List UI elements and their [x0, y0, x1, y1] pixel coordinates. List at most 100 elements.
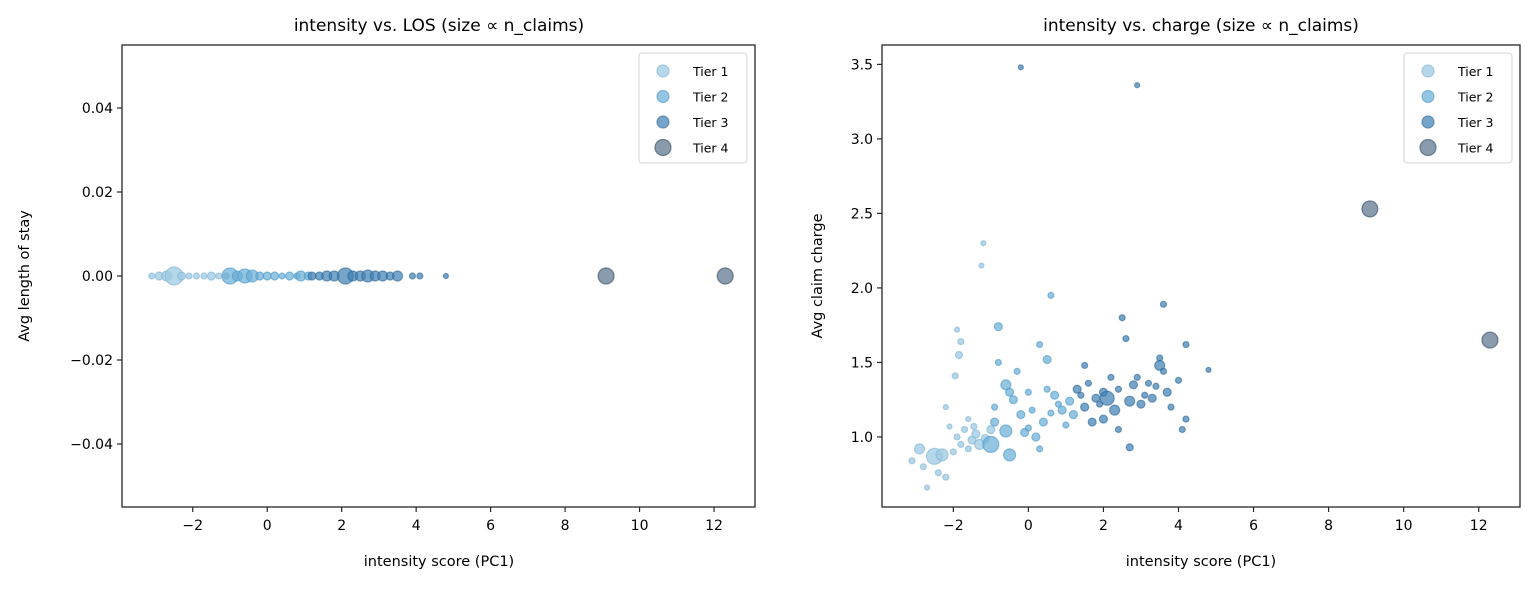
data-point: [1099, 390, 1115, 406]
legend: Tier 1 Tier 2 Tier 3 Tier 4: [638, 52, 748, 164]
data-point: [1134, 82, 1141, 89]
data-point: [982, 435, 1000, 454]
data-point: [1124, 395, 1136, 407]
data-point: [1084, 379, 1093, 387]
data-point: [1159, 300, 1168, 308]
legend: Tier 1 Tier 2 Tier 3 Tier 4: [1403, 52, 1513, 164]
data-point: [1042, 354, 1052, 365]
data-point: [1043, 385, 1051, 393]
x-axis-label: intensity score (PC1): [364, 554, 514, 570]
data-point: [215, 272, 223, 280]
plot-title: intensity vs. charge (size ∝ n_claims): [1043, 16, 1359, 36]
data-point: [986, 424, 996, 435]
scatter-points: [148, 266, 734, 286]
data-point: [957, 337, 965, 346]
data-point: [1072, 384, 1082, 394]
y-tick-label: 1.5: [851, 355, 873, 371]
data-point: [1144, 379, 1153, 387]
data-point: [908, 457, 916, 465]
legend-box: [1403, 52, 1513, 164]
data-point: [270, 271, 280, 281]
x-tick-label: −2: [182, 518, 203, 534]
data-point: [978, 262, 985, 269]
data-point: [1178, 425, 1186, 434]
y-tick-label: 1.0: [851, 430, 873, 446]
y-tick-label: 3.5: [851, 57, 873, 73]
data-point: [1481, 331, 1499, 349]
data-point: [1128, 380, 1139, 390]
data-point: [1182, 340, 1190, 349]
data-point: [993, 322, 1003, 332]
data-point: [1361, 200, 1379, 218]
data-point: [262, 271, 272, 281]
data-point: [994, 358, 1002, 367]
data-point: [255, 271, 265, 281]
x-tick-label: −2: [943, 518, 964, 534]
data-point: [200, 272, 208, 280]
legend-marker-icon: [1421, 89, 1435, 104]
data-point: [1050, 390, 1060, 400]
data-point: [942, 473, 950, 481]
data-point: [1205, 366, 1212, 373]
data-point: [1008, 395, 1018, 405]
y-axis-label: Avg length of stay: [17, 210, 33, 342]
data-point: [942, 404, 949, 411]
data-point: [1002, 448, 1017, 462]
data-point: [1156, 354, 1164, 362]
data-point: [1133, 373, 1141, 381]
data-point: [935, 448, 949, 462]
data-point: [1004, 387, 1015, 397]
data-point: [1068, 410, 1079, 420]
data-point: [957, 440, 965, 449]
data-point: [1028, 406, 1036, 414]
data-point: [1036, 340, 1044, 349]
legend-label: Tier 2: [692, 90, 728, 105]
data-point: [964, 445, 972, 453]
legend-label: Tier 2: [1457, 90, 1493, 105]
data-point: [1024, 388, 1032, 396]
x-tick-label: 2: [1099, 518, 1108, 534]
data-point: [1047, 291, 1055, 299]
legend-marker-icon: [1421, 115, 1435, 129]
x-tick-label: 10: [631, 518, 649, 534]
data-point: [990, 403, 999, 411]
y-tick-label: 0.00: [82, 269, 113, 285]
data-point: [1077, 391, 1085, 399]
data-point: [1062, 421, 1070, 429]
data-point: [960, 425, 969, 434]
legend-label: Tier 3: [1457, 115, 1493, 130]
data-point: [1024, 424, 1032, 432]
y-tick-label: −0.02: [70, 353, 113, 369]
data-point: [1159, 367, 1168, 375]
data-point: [1098, 414, 1109, 424]
data-point: [970, 422, 978, 431]
data-point: [1122, 334, 1130, 343]
legend-marker-icon: [656, 64, 670, 78]
x-tick-label: 12: [705, 518, 723, 534]
legend-label: Tier 1: [1457, 64, 1493, 79]
data-point: [1167, 403, 1175, 411]
data-point: [148, 272, 156, 280]
data-point: [949, 448, 957, 456]
y-axis-ticks: 3.5 3.0 2.5 2.0 1.5 1.0: [851, 57, 882, 446]
data-point: [1182, 415, 1190, 423]
data-point: [185, 272, 193, 280]
data-point: [1054, 400, 1062, 408]
data-point: [716, 267, 734, 285]
x-tick-label: 4: [1174, 518, 1183, 534]
legend-label: Tier 3: [692, 115, 728, 130]
x-tick-label: 12: [1470, 518, 1488, 534]
data-point: [1036, 445, 1044, 453]
data-point: [408, 272, 417, 280]
data-point: [934, 469, 942, 477]
data-point: [1057, 405, 1067, 415]
data-point: [971, 429, 981, 439]
data-point: [1081, 361, 1089, 370]
legend-label: Tier 1: [692, 64, 728, 79]
x-tick-label: 8: [1324, 518, 1333, 534]
legend-label: Tier 4: [692, 141, 729, 156]
data-point: [1118, 314, 1126, 322]
data-point: [953, 433, 961, 441]
x-axis-ticks: −2 0 2 4 6 8 10 12: [182, 507, 723, 534]
data-point: [1087, 417, 1097, 427]
